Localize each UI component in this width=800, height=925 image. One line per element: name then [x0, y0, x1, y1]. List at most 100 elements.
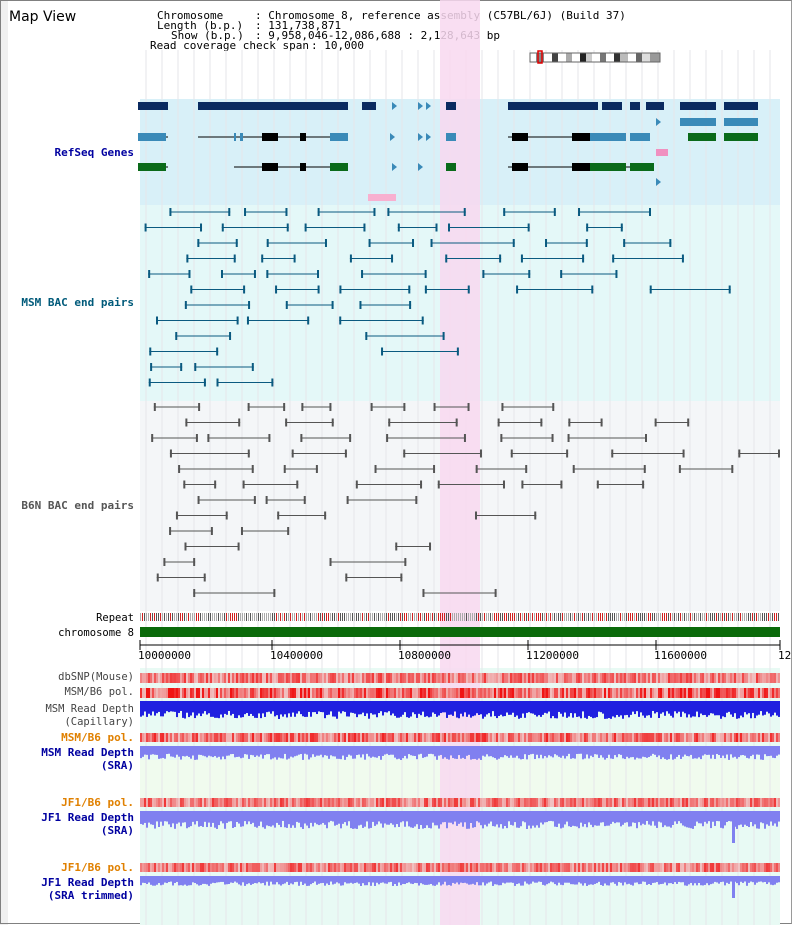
polymorphism-mark [300, 673, 302, 683]
polymorphism-mark [712, 863, 714, 872]
polymorphism-mark [572, 798, 574, 807]
repeat-mark [436, 613, 437, 621]
read-depth-bar [182, 876, 184, 886]
polymorphism-mark [642, 863, 644, 872]
polymorphism-mark [158, 798, 160, 807]
msm-bac-pair-end [391, 254, 394, 263]
polymorphism-mark [226, 688, 228, 698]
read-depth-bar [610, 811, 612, 824]
polymorphism-mark [714, 733, 716, 742]
read-depth-bar [762, 701, 764, 716]
repeat-mark [320, 613, 321, 621]
read-depth-bar [626, 876, 628, 885]
read-depth-bar [432, 811, 434, 823]
read-depth-bar [460, 811, 462, 823]
polymorphism-mark [626, 688, 628, 698]
transcript-exon [446, 133, 456, 141]
read-depth-bar [298, 811, 300, 823]
polymorphism-mark [254, 863, 256, 872]
polymorphism-mark [206, 733, 208, 742]
read-depth-bar [248, 746, 250, 759]
repeat-mark [142, 613, 143, 621]
read-depth-bar [690, 746, 692, 755]
polymorphism-mark [304, 688, 306, 698]
polymorphism-mark [612, 673, 614, 683]
read-depth-bar [480, 811, 482, 826]
repeat-mark [340, 613, 341, 621]
b6n-bac-pair-end [560, 480, 563, 489]
read-depth-bar [736, 701, 738, 719]
vertical-scrollbar[interactable] [0, 0, 8, 925]
polymorphism-mark [366, 863, 368, 872]
polymorphism-mark [326, 863, 328, 872]
read-depth-bar [352, 701, 354, 713]
polymorphism-mark [220, 798, 222, 807]
polymorphism-mark [608, 673, 610, 683]
read-depth-bar [568, 746, 570, 754]
polymorphism-mark [562, 688, 564, 698]
polymorphism-mark [332, 863, 334, 872]
polymorphism-mark [184, 798, 186, 807]
repeat-mark [538, 613, 539, 621]
read-depth-bar [578, 811, 580, 829]
read-depth-bar [466, 746, 468, 756]
polymorphism-mark [760, 688, 762, 698]
transcript-exon [262, 163, 278, 171]
track-label-refseq[interactable]: RefSeq Genes [54, 146, 134, 159]
polymorphism-mark [744, 733, 746, 742]
read-depth-bar [768, 811, 770, 826]
read-depth-bar [168, 746, 170, 754]
polymorphism-mark [604, 863, 606, 872]
polymorphism-mark [584, 673, 586, 683]
msm-bac-pair-end [304, 223, 307, 232]
polymorphism-mark [566, 863, 568, 872]
polymorphism-mark [732, 798, 734, 807]
track-label-msm-bac[interactable]: MSM BAC end pairs [21, 296, 134, 309]
read-depth-bar [662, 701, 664, 713]
read-depth-bar [678, 701, 680, 712]
read-depth-bar [226, 811, 228, 823]
repeat-mark [216, 613, 217, 621]
repeat-mark [452, 613, 453, 621]
repeat-mark [484, 613, 485, 621]
polymorphism-mark [540, 863, 542, 872]
read-depth-bar [362, 746, 364, 755]
read-depth-bar [208, 876, 210, 886]
read-depth-bar [522, 701, 524, 714]
read-depth-bar [460, 701, 462, 714]
msm-bac-pair-end [150, 363, 153, 371]
repeat-mark [718, 613, 719, 621]
track-label-b6n-bac[interactable]: B6N BAC end pairs [21, 499, 134, 512]
polymorphism-mark [214, 798, 216, 807]
polymorphism-mark [184, 688, 186, 698]
read-depth-bar [584, 701, 586, 718]
polymorphism-mark [382, 798, 384, 807]
read-depth-bar [610, 701, 612, 719]
polymorphism-mark [470, 798, 472, 807]
polymorphism-mark [410, 673, 412, 683]
read-depth-bar [218, 876, 220, 883]
read-depth-bar [342, 746, 344, 756]
read-depth-bar [152, 811, 154, 825]
polymorphism-mark [394, 798, 396, 807]
b6n-bac-pair-end [502, 480, 505, 489]
repeat-mark [762, 613, 763, 621]
repeat-mark [558, 613, 559, 621]
polymorphism-mark [202, 798, 204, 807]
read-depth-bar [548, 701, 550, 712]
read-depth-bar [754, 811, 756, 825]
msm-bac-pair-end [448, 223, 451, 232]
read-depth-bar [498, 701, 500, 716]
repeat-mark [562, 613, 563, 621]
polymorphism-mark [634, 733, 636, 742]
read-depth-bar [336, 811, 338, 825]
read-depth-bar [194, 876, 196, 883]
read-depth-bar [212, 811, 214, 823]
polymorphism-mark [708, 863, 710, 872]
polymorphism-mark [494, 798, 496, 807]
polymorphism-mark [580, 673, 582, 683]
polymorphism-mark [686, 863, 688, 872]
read-depth-bar [170, 746, 172, 757]
polymorphism-mark [490, 673, 492, 683]
